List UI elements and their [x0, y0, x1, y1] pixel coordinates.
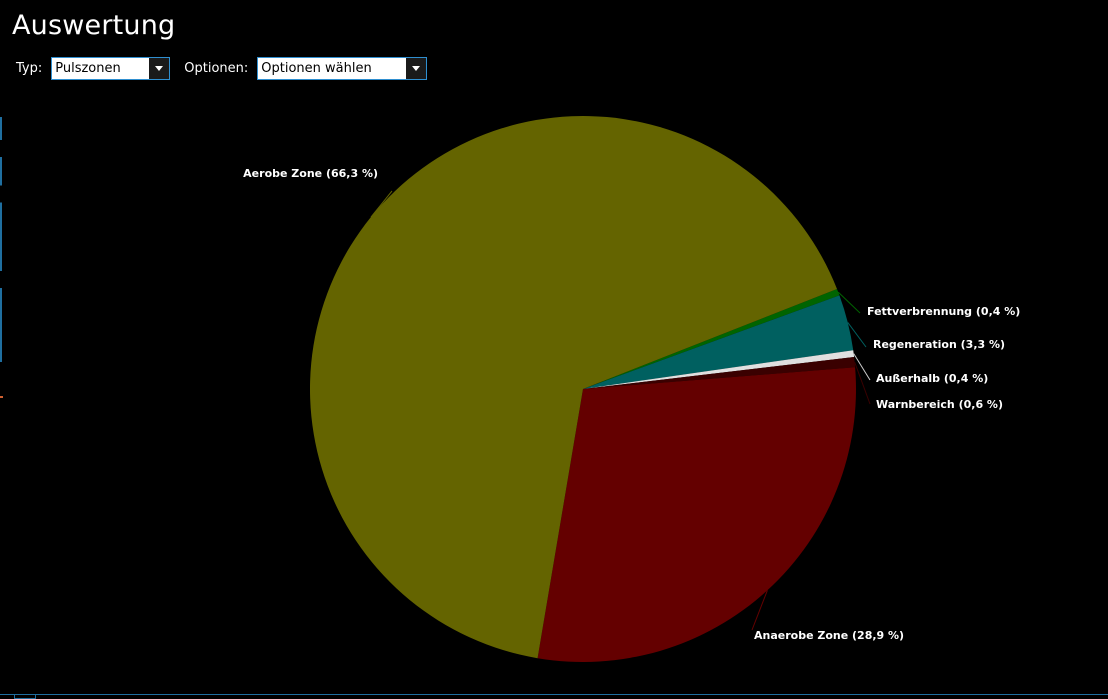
pie-slice-anaerobe-zone[interactable] [537, 367, 856, 662]
slice-label: Anaerobe Zone (28,9 %) [754, 629, 904, 642]
slice-label: Warnbereich (0,6 %) [876, 398, 1003, 411]
slice-label: Regeneration (3,3 %) [873, 338, 1005, 351]
leader-line [853, 353, 871, 381]
filter-bar: Typ: Pulszonen Optionen: Optionen wählen [16, 56, 428, 81]
chevron-down-icon [412, 66, 421, 71]
typ-dropdown-button[interactable] [149, 58, 170, 79]
pie-slice-außerhalb[interactable] [583, 350, 855, 389]
bottom-scrollbar[interactable] [0, 694, 1108, 699]
chevron-down-icon [155, 66, 164, 71]
pie-slice-aerobe-zone[interactable] [309, 115, 838, 659]
typ-select-value: Pulszonen [55, 61, 121, 76]
leader-line [370, 190, 393, 218]
leader-line [751, 590, 768, 631]
pie-leader-lines [370, 190, 871, 631]
optionen-select[interactable]: Optionen wählen [257, 57, 428, 80]
slice-label: Außerhalb (0,4 %) [876, 372, 988, 385]
leader-line [854, 361, 871, 405]
optionen-label: Optionen: [184, 61, 249, 76]
pie-labels: Fettverbrennung (0,4 %) Regeneration (3,3… [243, 167, 1020, 642]
optionen-select-value: Optionen wählen [261, 61, 372, 76]
typ-label: Typ: [16, 61, 43, 76]
scrollbar-thumb[interactable] [14, 694, 36, 699]
typ-select[interactable]: Pulszonen [51, 57, 171, 80]
page-title: Auswertung [12, 10, 176, 41]
optionen-dropdown-button[interactable] [406, 58, 427, 79]
slice-label: Fettverbrennung (0,4 %) [867, 305, 1020, 318]
slice-label: Aerobe Zone (66,3 %) [243, 167, 378, 180]
left-edge-strip [0, 100, 2, 385]
pie-slices [309, 115, 856, 662]
pie-slice-fettverbrennung[interactable] [583, 288, 840, 389]
left-edge-marker [0, 396, 3, 398]
pie-slice-regeneration[interactable] [583, 295, 854, 389]
pie-slice-warnbereich[interactable] [583, 357, 856, 389]
leader-line [847, 322, 867, 348]
leader-line [837, 291, 861, 314]
